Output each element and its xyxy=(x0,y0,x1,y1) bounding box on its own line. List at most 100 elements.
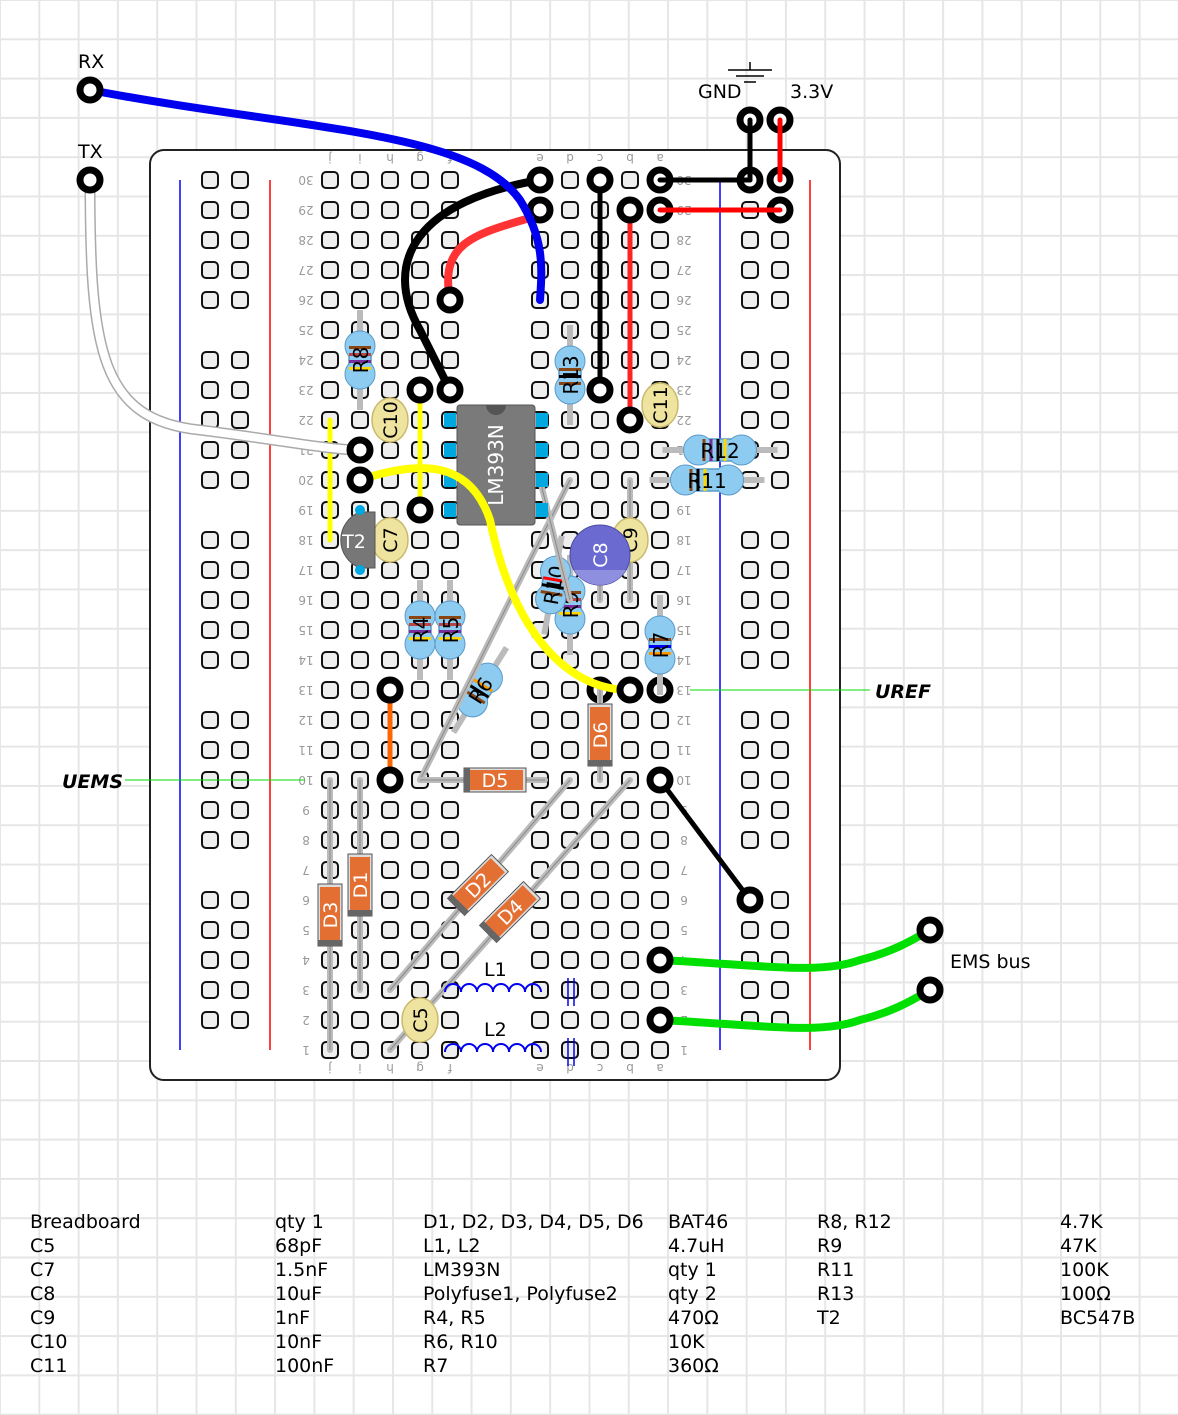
bom-entry: 68pF xyxy=(275,1235,323,1257)
diode-label: D6 xyxy=(590,722,612,749)
row-number: 22 xyxy=(676,413,691,427)
column-letter: d xyxy=(566,151,574,165)
bom-entry: C11 xyxy=(30,1355,68,1377)
breadboard-hole xyxy=(771,771,789,789)
breadboard-hole xyxy=(411,861,429,879)
breadboard-hole xyxy=(231,1011,249,1029)
breadboard-hole xyxy=(561,291,579,309)
breadboard-hole xyxy=(381,171,399,189)
breadboard-hole xyxy=(531,951,549,969)
component-lead-edge xyxy=(419,479,571,781)
bom-entry: LM393N xyxy=(423,1259,501,1281)
breadboard-hole xyxy=(201,291,219,309)
breadboard-hole xyxy=(561,501,579,519)
breadboard-hole xyxy=(231,801,249,819)
wire-end xyxy=(616,196,644,224)
breadboard-hole xyxy=(201,1011,219,1029)
breadboard-hole xyxy=(411,1041,429,1059)
breadboard-hole xyxy=(561,891,579,909)
wire-end xyxy=(736,886,764,914)
breadboard-hole xyxy=(201,471,219,489)
column-letter: b xyxy=(626,1061,634,1075)
bom-entry: 100Ω xyxy=(1060,1283,1111,1305)
color-band xyxy=(559,382,581,385)
inductor-l1-label: L1 xyxy=(484,959,507,981)
color-band xyxy=(439,623,461,626)
breadboard-hole xyxy=(561,801,579,819)
wire-end xyxy=(646,1006,674,1034)
row-number: 17 xyxy=(298,563,313,577)
chip-label: LM393N xyxy=(484,424,508,506)
breadboard-hole xyxy=(321,261,339,279)
chip-notch xyxy=(486,405,506,415)
breadboard-hole xyxy=(651,321,669,339)
breadboard-hole xyxy=(321,681,339,699)
breadboard-hole xyxy=(321,561,339,579)
bom-entry: C7 xyxy=(30,1259,56,1281)
breadboard-hole xyxy=(561,861,579,879)
row-number: 22 xyxy=(298,413,313,427)
breadboard-hole xyxy=(231,651,249,669)
breadboard-hole xyxy=(321,171,339,189)
diode-d2: D2 xyxy=(446,853,510,917)
breadboard-hole xyxy=(531,1011,549,1029)
breadboard-hole xyxy=(441,321,459,339)
breadboard-hole xyxy=(411,681,429,699)
breadboard-hole xyxy=(621,441,639,459)
chip-pin xyxy=(444,413,456,427)
breadboard-hole xyxy=(231,891,249,909)
breadboard-hole xyxy=(231,831,249,849)
breadboard-hole xyxy=(411,891,429,909)
capacitor-label: C7 xyxy=(380,527,402,552)
capacitor-label: C10 xyxy=(380,401,402,438)
breadboard-hole xyxy=(591,1041,609,1059)
uref-wire xyxy=(356,464,634,694)
ems-bus-wire xyxy=(656,926,934,972)
breadboard-hole xyxy=(621,651,639,669)
breadboard-hole xyxy=(621,801,639,819)
color-band xyxy=(559,605,581,608)
breadboard-hole xyxy=(591,981,609,999)
rx-wire-end xyxy=(76,76,104,104)
breadboard-hole xyxy=(351,1041,369,1059)
row-number: 18 xyxy=(298,533,313,547)
column-letter: d xyxy=(566,1061,574,1075)
bom-entry: 4.7uH xyxy=(668,1235,725,1257)
breadboard-hole xyxy=(351,1011,369,1029)
diode-label: D1 xyxy=(350,872,372,899)
row-number: 1 xyxy=(302,1043,310,1057)
breadboard-hole xyxy=(231,921,249,939)
resistor-r13: R13 xyxy=(554,325,586,425)
column-letter: e xyxy=(536,1061,543,1075)
color-band xyxy=(409,616,431,619)
breadboard-hole xyxy=(351,231,369,249)
row-number: 28 xyxy=(676,233,691,247)
breadboard-hole xyxy=(651,981,669,999)
breadboard-hole xyxy=(741,621,759,639)
breadboard-hole xyxy=(621,711,639,729)
capacitor-label: C11 xyxy=(650,386,672,423)
breadboard-hole xyxy=(441,861,459,879)
rx-label: RX xyxy=(78,51,104,73)
row-number: 28 xyxy=(298,233,313,247)
column-letter: b xyxy=(626,151,634,165)
color-band xyxy=(702,439,706,461)
breadboard-hole xyxy=(441,231,459,249)
bom-entry: 10uF xyxy=(275,1283,323,1305)
bom-entry: R13 xyxy=(817,1283,855,1305)
capacitor-label: C5 xyxy=(410,1007,432,1032)
row-number: 16 xyxy=(676,593,691,607)
row-number: 17 xyxy=(676,563,691,577)
breadboard-hole xyxy=(591,471,609,489)
inductor-l2 xyxy=(444,1043,542,1053)
breadboard-hole xyxy=(231,381,249,399)
breadboard-hole xyxy=(231,561,249,579)
breadboard-hole xyxy=(741,651,759,669)
breadboard-hole xyxy=(441,681,459,699)
breadboard-hole xyxy=(381,501,399,519)
breadboard-hole xyxy=(441,801,459,819)
color-band xyxy=(703,469,707,491)
breadboard-hole xyxy=(231,591,249,609)
bom-entry: D1, D2, D3, D4, D5, D6 xyxy=(423,1211,644,1233)
breadboard-hole xyxy=(771,381,789,399)
